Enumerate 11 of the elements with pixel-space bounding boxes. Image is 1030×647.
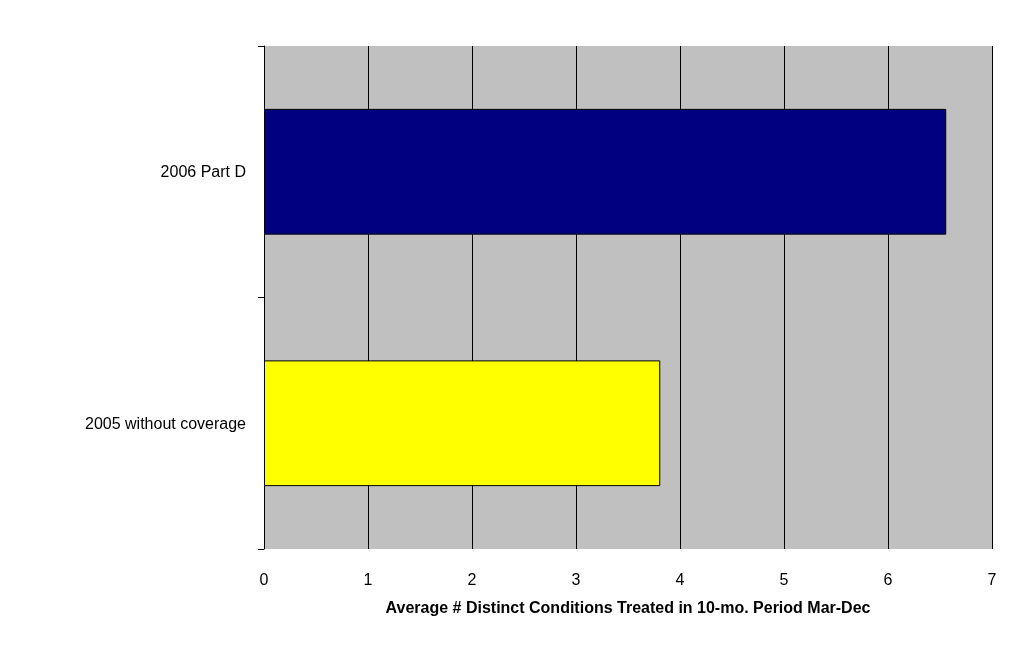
x-axis-title: Average # Distinct Conditions Treated in 10-mo. Period Mar-Dec: [385, 598, 871, 616]
x-tick-label: 7: [987, 570, 997, 588]
x-tick-label: 3: [571, 570, 581, 588]
x-tick-label: 2: [467, 570, 477, 588]
x-tick-label: 1: [363, 570, 373, 588]
x-tick-label: 5: [779, 570, 789, 588]
x-tick-label: 6: [883, 570, 893, 588]
y-tick-label: 2005 without coverage: [85, 414, 247, 432]
x-tick-label: 4: [675, 570, 685, 588]
x-tick-label: 0: [259, 570, 269, 588]
y-tick-label: 2006 Part D: [160, 163, 246, 181]
